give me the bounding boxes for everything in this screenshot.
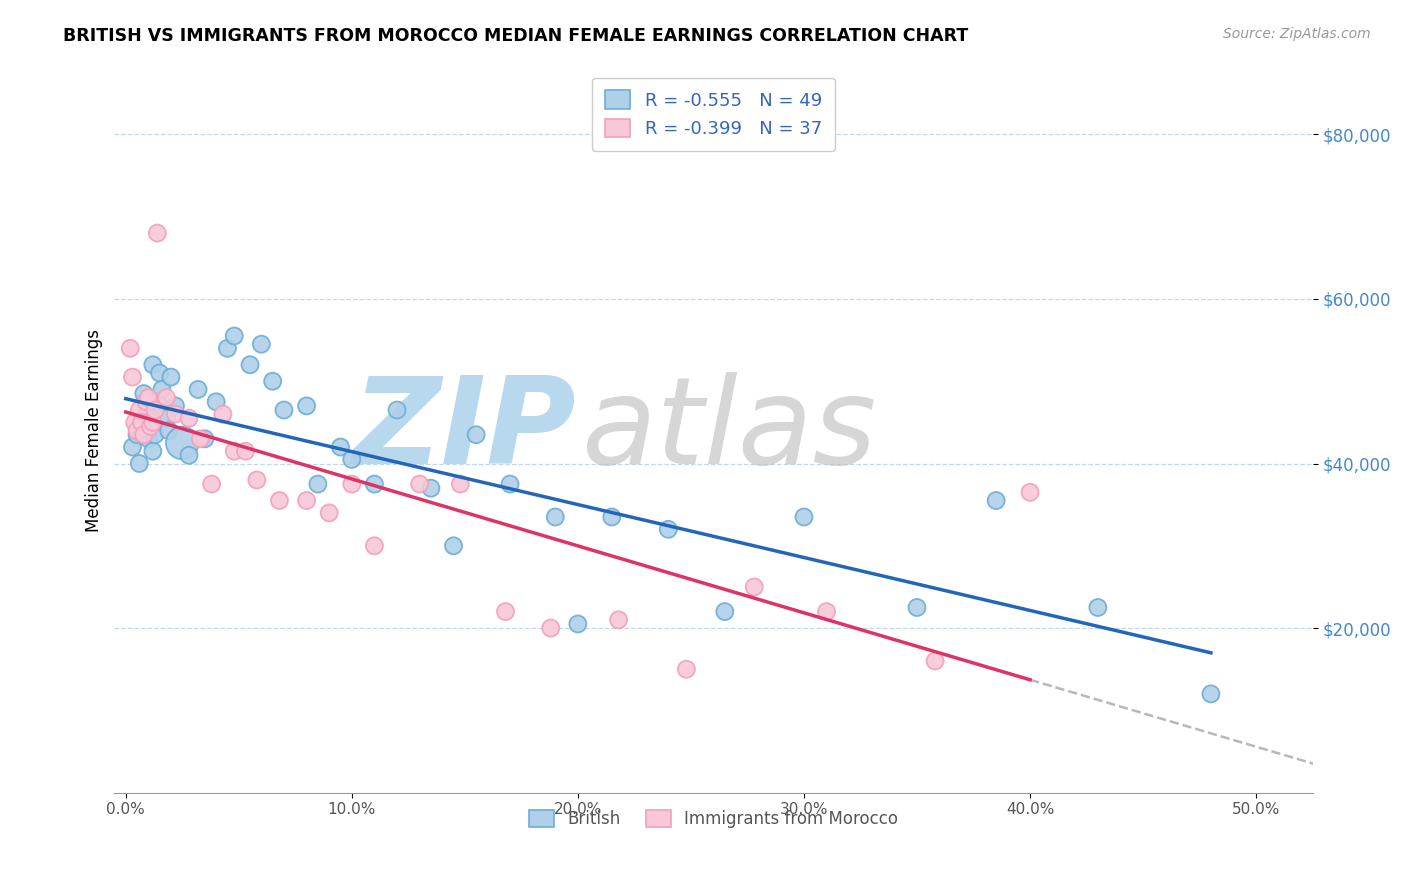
Point <box>273 403 295 417</box>
Point <box>165 399 187 413</box>
Point <box>295 399 318 413</box>
Point <box>165 407 187 421</box>
Point <box>363 477 385 491</box>
Point <box>363 539 385 553</box>
Point <box>155 391 177 405</box>
Point <box>340 452 363 467</box>
Point <box>239 358 262 372</box>
Point <box>540 621 562 635</box>
Point <box>177 411 200 425</box>
Point <box>188 432 211 446</box>
Point <box>449 477 471 491</box>
Point <box>295 493 318 508</box>
Point <box>675 662 697 676</box>
Point <box>135 407 157 421</box>
Point <box>121 440 143 454</box>
Point <box>984 493 1007 508</box>
Point <box>128 457 150 471</box>
Y-axis label: Median Female Earnings: Median Female Earnings <box>86 329 103 533</box>
Point <box>131 424 153 438</box>
Point <box>217 341 239 355</box>
Point <box>150 383 173 397</box>
Point <box>142 415 165 429</box>
Point <box>246 473 269 487</box>
Point <box>224 444 246 458</box>
Point <box>155 411 177 425</box>
Point <box>1019 485 1042 500</box>
Point <box>224 329 246 343</box>
Point <box>235 444 257 458</box>
Point <box>250 337 273 351</box>
Point <box>607 613 630 627</box>
Point <box>307 477 329 491</box>
Point <box>125 427 148 442</box>
Point <box>924 654 946 668</box>
Legend: British, Immigrants from Morocco: British, Immigrants from Morocco <box>523 804 904 835</box>
Point <box>318 506 340 520</box>
Point <box>124 415 146 429</box>
Point <box>443 539 465 553</box>
Point <box>567 617 589 632</box>
Point <box>408 477 430 491</box>
Point <box>146 394 169 409</box>
Text: Source: ZipAtlas.com: Source: ZipAtlas.com <box>1223 27 1371 41</box>
Point <box>142 444 165 458</box>
Point <box>142 358 165 372</box>
Point <box>132 427 155 442</box>
Point <box>495 605 517 619</box>
Point <box>157 424 180 438</box>
Point <box>121 370 143 384</box>
Point <box>146 226 169 240</box>
Text: ZIP: ZIP <box>352 372 575 489</box>
Point <box>329 440 352 454</box>
Point <box>205 394 228 409</box>
Point <box>465 427 488 442</box>
Point <box>1087 600 1109 615</box>
Point <box>714 605 737 619</box>
Point <box>125 424 148 438</box>
Point <box>139 411 162 425</box>
Point <box>742 580 765 594</box>
Point <box>143 427 166 442</box>
Point <box>136 432 159 446</box>
Point <box>149 366 172 380</box>
Point <box>600 510 623 524</box>
Point <box>905 600 928 615</box>
Point <box>657 522 679 536</box>
Point <box>385 403 408 417</box>
Point <box>194 432 217 446</box>
Point <box>419 481 441 495</box>
Point <box>793 510 815 524</box>
Point <box>160 370 183 384</box>
Point <box>815 605 838 619</box>
Point <box>143 403 166 417</box>
Point <box>172 436 194 450</box>
Point <box>544 510 567 524</box>
Point <box>131 415 153 429</box>
Point <box>201 477 224 491</box>
Point <box>120 341 142 355</box>
Point <box>499 477 522 491</box>
Point <box>136 391 159 405</box>
Point <box>187 383 209 397</box>
Point <box>269 493 291 508</box>
Point <box>139 419 162 434</box>
Text: BRITISH VS IMMIGRANTS FROM MOROCCO MEDIAN FEMALE EARNINGS CORRELATION CHART: BRITISH VS IMMIGRANTS FROM MOROCCO MEDIA… <box>63 27 969 45</box>
Point <box>128 403 150 417</box>
Point <box>132 386 155 401</box>
Point <box>177 448 200 462</box>
Point <box>212 407 235 421</box>
Text: atlas: atlas <box>582 372 877 489</box>
Point <box>1199 687 1222 701</box>
Point <box>135 394 157 409</box>
Point <box>262 374 284 388</box>
Point <box>340 477 363 491</box>
